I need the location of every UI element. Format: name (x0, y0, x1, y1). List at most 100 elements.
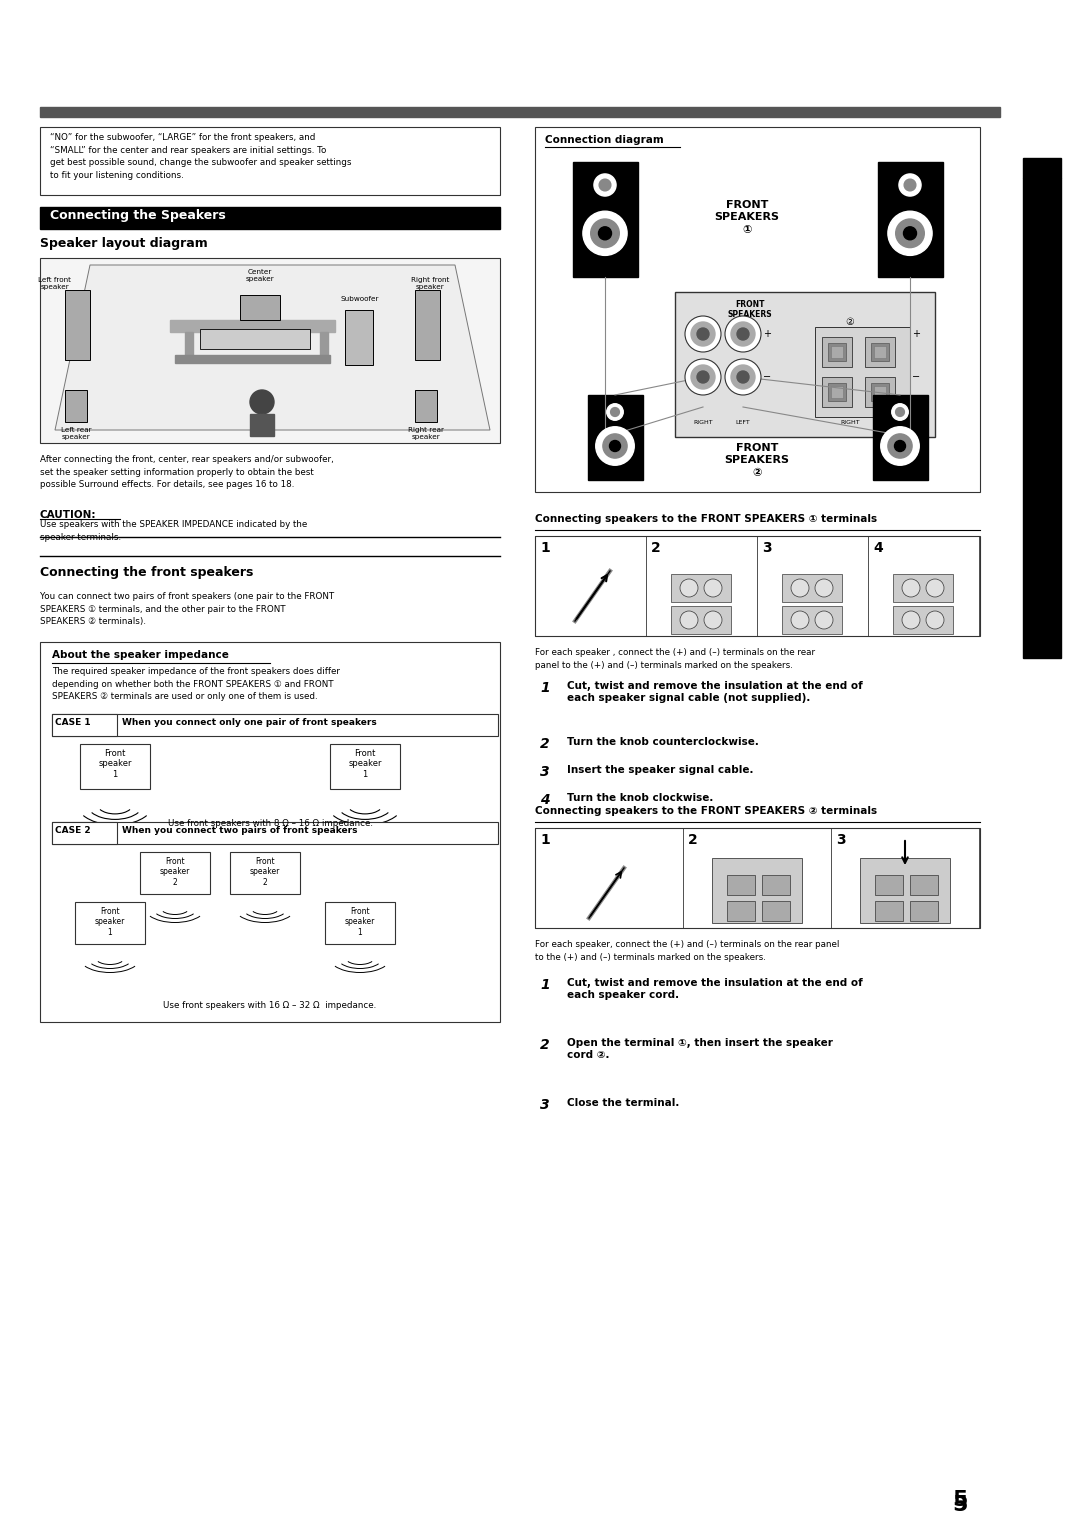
Text: CAUTION:: CAUTION: (40, 510, 96, 520)
Circle shape (594, 174, 616, 196)
Text: Connecting the front speakers: Connecting the front speakers (40, 565, 254, 579)
Bar (828, 342, 846, 361)
Text: Close the terminal.: Close the terminal. (567, 1099, 679, 1108)
Text: 4: 4 (873, 541, 882, 555)
Bar (1023, 157, 1061, 177)
Circle shape (704, 579, 723, 597)
Bar (727, 876, 755, 895)
Circle shape (904, 179, 916, 191)
Text: 3: 3 (540, 1099, 550, 1112)
Circle shape (610, 408, 620, 417)
Circle shape (902, 579, 920, 597)
Bar (75, 902, 145, 944)
Text: The required speaker impedance of the front speakers does differ
depending on wh: The required speaker impedance of the fr… (52, 668, 340, 701)
Bar (230, 853, 300, 894)
Text: FRONT
SPEAKERS
②: FRONT SPEAKERS ② (725, 443, 789, 478)
Bar (535, 127, 980, 492)
Text: Center
speaker: Center speaker (245, 269, 274, 283)
Bar (875, 902, 903, 921)
Text: After connecting the front, center, rear speakers and/or subwoofer,
set the spea: After connecting the front, center, rear… (40, 455, 334, 489)
Bar (415, 390, 437, 422)
Text: Cut, twist and remove the insulation at the end of
each speaker signal cable (no: Cut, twist and remove the insulation at … (567, 681, 863, 703)
Circle shape (691, 322, 715, 345)
Text: Speaker layout diagram: Speaker layout diagram (40, 237, 207, 251)
Bar (320, 332, 328, 362)
Circle shape (685, 359, 721, 396)
Text: Turn the knob counterclockwise.: Turn the knob counterclockwise. (567, 736, 759, 747)
Bar (175, 354, 330, 364)
Text: Right front
speaker: Right front speaker (410, 277, 449, 290)
Bar (870, 342, 889, 361)
Circle shape (607, 403, 623, 420)
Bar (878, 162, 943, 277)
Bar (65, 390, 87, 422)
Bar (865, 338, 895, 367)
Text: −: − (762, 371, 771, 382)
Text: Use front speakers with 16 Ω – 32 Ω  impedance.: Use front speakers with 16 Ω – 32 Ω impe… (163, 1001, 377, 1010)
Circle shape (680, 611, 698, 630)
Text: LEFT: LEFT (735, 420, 751, 425)
Circle shape (725, 359, 761, 396)
Text: +: + (762, 329, 771, 339)
Text: Connecting speakers to the FRONT SPEAKERS ② terminals: Connecting speakers to the FRONT SPEAKER… (535, 805, 877, 816)
Circle shape (737, 371, 750, 384)
Text: Turn the knob clockwise.: Turn the knob clockwise. (567, 793, 714, 804)
Text: Left rear
speaker: Left rear speaker (60, 426, 92, 440)
Circle shape (815, 579, 833, 597)
Circle shape (598, 226, 611, 240)
Text: You can connect two pairs of front speakers (one pair to the FRONT
SPEAKERS ① te: You can connect two pairs of front speak… (40, 591, 334, 626)
Circle shape (731, 365, 755, 390)
Circle shape (697, 329, 708, 341)
Bar (52, 714, 498, 736)
Circle shape (895, 408, 904, 417)
Text: When you connect two pairs of front speakers: When you connect two pairs of front spea… (122, 827, 357, 834)
Circle shape (680, 579, 698, 597)
Text: FRONT
SPEAKERS: FRONT SPEAKERS (728, 299, 772, 319)
Text: Left front
speaker: Left front speaker (39, 277, 71, 290)
Text: Insert the speaker signal cable.: Insert the speaker signal cable. (567, 766, 754, 775)
Bar (52, 822, 498, 843)
Text: About the speaker impedance: About the speaker impedance (52, 649, 229, 660)
Text: 1: 1 (540, 681, 550, 695)
Bar (782, 607, 842, 634)
Bar (40, 642, 500, 1022)
Bar (325, 902, 395, 944)
Circle shape (815, 611, 833, 630)
Text: Front
speaker
2: Front speaker 2 (249, 857, 280, 886)
Circle shape (596, 426, 634, 465)
Bar (893, 607, 953, 634)
Bar (1023, 177, 1061, 659)
Text: 1: 1 (540, 978, 550, 992)
Bar (910, 876, 939, 895)
Bar (671, 607, 731, 634)
Circle shape (704, 611, 723, 630)
Circle shape (791, 579, 809, 597)
Polygon shape (55, 264, 490, 429)
Bar (200, 329, 310, 348)
Bar (782, 575, 842, 602)
Text: CASE 1: CASE 1 (55, 718, 91, 727)
Circle shape (895, 219, 924, 248)
Circle shape (697, 371, 708, 384)
Circle shape (725, 316, 761, 351)
Text: ②: ② (846, 316, 854, 327)
Text: Getting Started: Getting Started (1037, 382, 1047, 478)
Text: 2: 2 (540, 736, 550, 750)
Bar (762, 902, 789, 921)
Bar (415, 290, 440, 361)
Circle shape (591, 219, 619, 248)
Text: +: + (912, 329, 920, 339)
Text: ①: ① (701, 316, 710, 327)
Text: 1: 1 (540, 833, 550, 847)
Bar (170, 319, 335, 332)
Bar (52, 714, 117, 736)
Text: Use front speakers with 8 Ω – 16 Ω impedance.: Use front speakers with 8 Ω – 16 Ω imped… (167, 819, 373, 828)
Bar (573, 162, 638, 277)
Bar (831, 387, 843, 397)
Circle shape (249, 390, 274, 414)
Bar (874, 387, 886, 397)
Bar (822, 338, 852, 367)
Text: Cut, twist and remove the insulation at the end of
each speaker cord.: Cut, twist and remove the insulation at … (567, 978, 863, 1001)
Text: Connecting the Speakers: Connecting the Speakers (50, 209, 226, 222)
Text: 3: 3 (762, 541, 771, 555)
